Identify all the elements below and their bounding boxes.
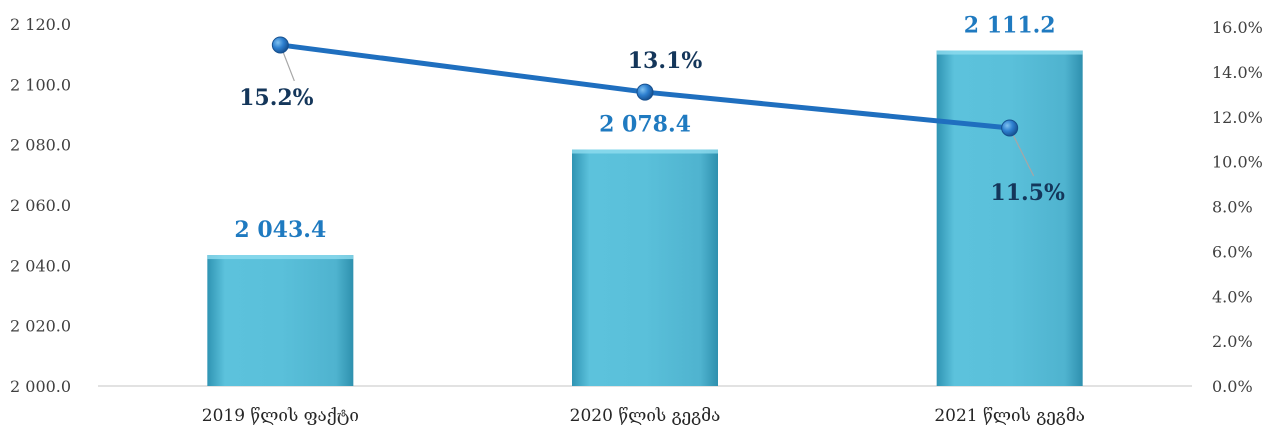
bar-data-label: 2 078.4 xyxy=(599,111,691,137)
y-right-tick-label: 8.0% xyxy=(1212,198,1253,217)
leader-line xyxy=(1009,127,1035,177)
y-right-tick-label: 14.0% xyxy=(1212,63,1263,82)
line-data-label: 13.1% xyxy=(628,48,703,74)
line-data-label: 15.2% xyxy=(239,85,314,111)
y-right-tick-label: 0.0% xyxy=(1212,377,1253,396)
y-left-tick-label: 2 020.0 xyxy=(10,317,71,336)
y-left-tick-label: 2 060.0 xyxy=(10,196,71,215)
axes: 2 000.0 2 020.0 2 040.0 2 060.0 2 080.0 2 100… xyxy=(10,15,1263,426)
y-right-tick-label: 4.0% xyxy=(1212,287,1253,306)
y-left-tick-label: 2 080.0 xyxy=(10,136,71,155)
line-marker xyxy=(636,83,654,101)
y-left-tick-label: 2 120.0 xyxy=(10,15,71,34)
bar-data-label: 2 043.4 xyxy=(234,217,326,243)
bar xyxy=(936,50,1083,387)
bar-top-highlight xyxy=(936,50,1083,55)
line-data-label: 11.5% xyxy=(990,180,1065,206)
line-series xyxy=(271,36,1035,177)
x-tick-label: 2020 წლის გეგმა xyxy=(570,406,721,426)
y-right-tick-label: 16.0% xyxy=(1212,18,1263,37)
bar-data-label: 2 111.2 xyxy=(964,13,1056,39)
bar-top-highlight xyxy=(207,255,354,260)
bar-top-highlight xyxy=(572,149,718,154)
x-tick-label: 2021 წლის გეგმა xyxy=(934,406,1085,426)
bar-series xyxy=(207,50,1083,387)
data-labels: 2 043.4 2 078.4 2 111.2 15.2% 13.1% 11.5% xyxy=(234,13,1065,244)
y-right-tick-label: 10.0% xyxy=(1212,153,1263,172)
y-left-tick-label: 2 000.0 xyxy=(10,377,71,396)
y-left-tick-label: 2 040.0 xyxy=(10,256,71,275)
line-marker xyxy=(271,36,289,54)
y-right-tick-label: 12.0% xyxy=(1212,108,1263,127)
y-right-tick-label: 2.0% xyxy=(1212,332,1253,351)
bar xyxy=(572,149,718,386)
x-tick-label: 2019 წლის ფაქტი xyxy=(202,406,359,426)
y-left-tick-label: 2 100.0 xyxy=(10,75,71,94)
bar xyxy=(207,255,354,386)
y-right-tick-label: 6.0% xyxy=(1212,242,1253,261)
line-marker xyxy=(1001,119,1019,137)
